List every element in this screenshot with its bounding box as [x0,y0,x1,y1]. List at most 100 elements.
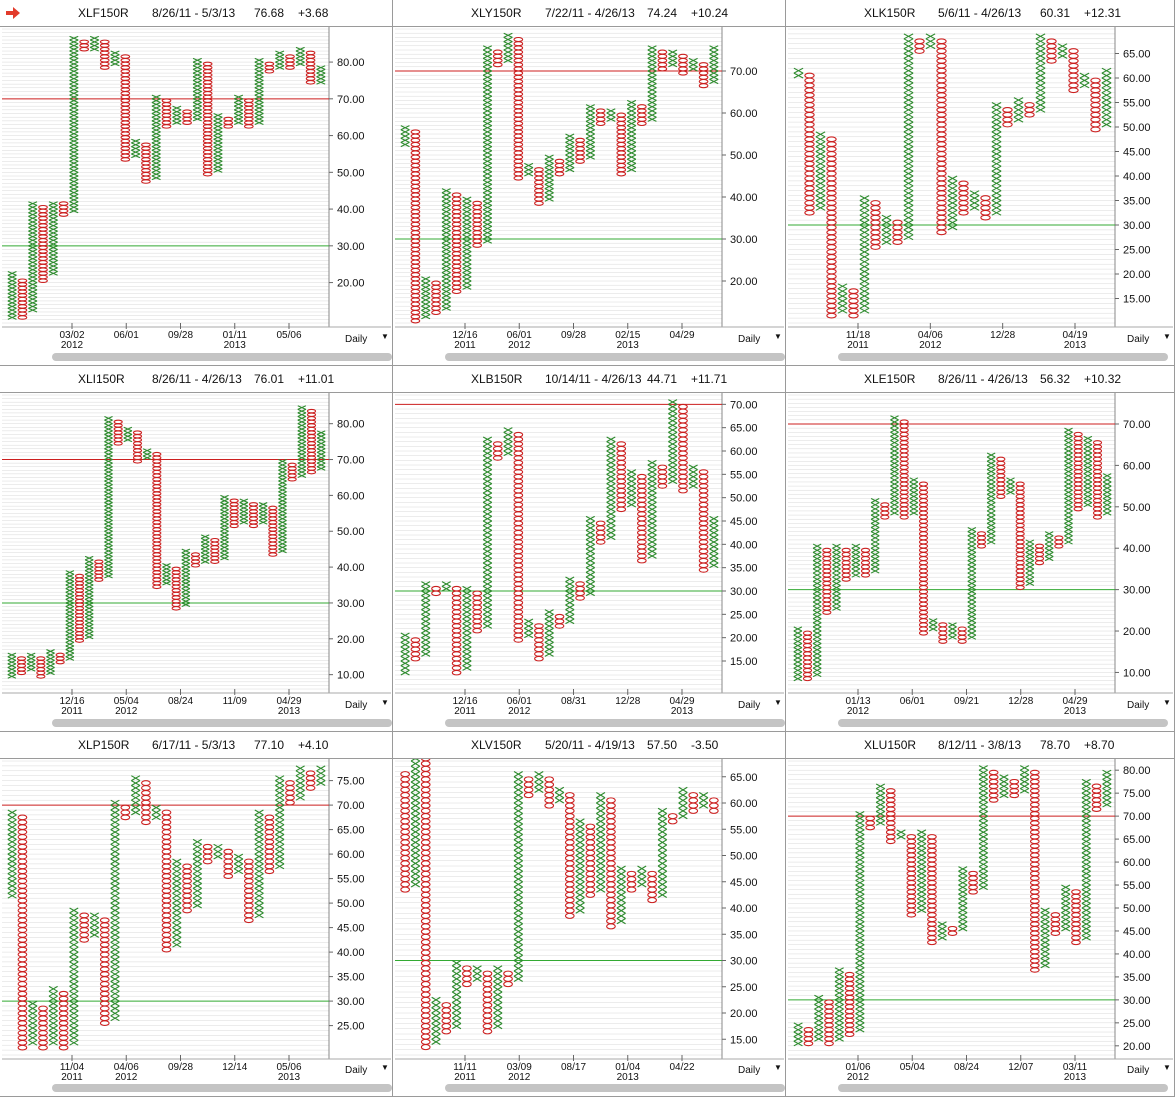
o-mark [678,450,688,457]
o-mark [802,651,813,657]
x-mark [859,234,870,241]
o-mark [410,238,421,244]
o-mark [120,76,131,81]
o-mark [918,593,929,599]
x-mark [1064,469,1073,475]
o-mark [451,585,462,592]
o-mark [606,802,616,809]
o-mark [141,799,151,806]
x-mark [482,158,493,164]
o-mark [400,855,411,862]
y-tick-label: 65.00 [730,772,758,784]
caret-down-icon[interactable]: ▼ [381,1063,389,1072]
o-mark [513,469,524,475]
o-mark [17,985,28,992]
x-mark [859,209,870,216]
o-mark [79,46,90,52]
interval-select[interactable]: Daily [738,1065,761,1076]
pf-chart: 10.0020.0030.0040.0050.0060.0070.0001/13… [788,393,1173,717]
o-mark [120,124,131,129]
caret-down-icon[interactable]: ▼ [1163,1063,1171,1072]
x-mark [513,907,523,914]
interval-select[interactable]: Daily [1127,334,1150,345]
horizontal-scrollbar[interactable] [445,1084,785,1092]
x-mark [421,305,431,311]
x-mark [967,593,977,599]
o-mark [120,72,131,78]
o-mark [482,991,493,998]
interval-select[interactable]: Daily [738,334,761,345]
o-column [688,792,699,814]
x-mark [275,824,285,831]
x-mark [859,229,870,236]
horizontal-scrollbar[interactable] [838,1084,1168,1092]
o-mark [305,65,316,70]
o-mark [243,902,254,909]
o-mark [826,312,837,319]
interval-select[interactable]: Daily [345,1065,368,1076]
x-mark [104,448,113,453]
x-mark [585,590,595,597]
interval-select[interactable]: Daily [738,700,761,711]
x-mark [89,39,100,45]
x-tick-label: 05/06 [276,1062,301,1073]
x-tick-label: 01/13 [845,696,870,707]
horizontal-scrollbar[interactable] [445,353,785,361]
horizontal-scrollbar[interactable] [445,719,785,727]
o-mark [1029,898,1040,904]
horizontal-scrollbar[interactable] [838,353,1168,361]
x-mark [986,510,996,516]
horizontal-scrollbar[interactable] [52,353,392,361]
caret-down-icon[interactable]: ▼ [1163,698,1171,707]
x-mark [903,48,914,54]
horizontal-scrollbar[interactable] [838,719,1168,727]
o-mark [503,975,513,982]
x-mark [991,155,1002,162]
o-mark [400,870,411,877]
o-mark [678,473,688,480]
o-column [113,419,123,446]
o-mark [575,595,585,601]
o-mark [513,146,524,152]
x-mark [69,1000,79,1007]
horizontal-scrollbar[interactable] [52,1084,392,1092]
o-mark [161,814,172,821]
x-mark [295,61,305,67]
o-mark [451,196,462,202]
x-mark [513,923,523,930]
x-mark [462,641,472,648]
x-mark [65,606,75,611]
caret-down-icon[interactable]: ▼ [381,698,389,707]
caret-down-icon[interactable]: ▼ [381,332,389,341]
interval-select[interactable]: Daily [1127,1065,1150,1076]
o-mark [410,234,421,240]
x-mark [482,576,493,583]
caret-down-icon[interactable]: ▼ [1163,332,1171,341]
interval-select[interactable]: Daily [1127,700,1150,711]
x-mark [278,480,287,486]
o-mark [564,860,575,867]
o-column [606,797,616,930]
o-mark [585,881,596,888]
x-mark [65,602,75,608]
o-mark [94,563,104,568]
x-mark [1079,77,1090,84]
x-mark [524,618,534,625]
interval-select[interactable]: Daily [345,700,368,711]
x-mark [462,604,472,611]
caret-down-icon[interactable]: ▼ [774,698,782,707]
x-mark [1102,485,1112,491]
o-mark [190,555,201,561]
horizontal-scrollbar[interactable] [52,719,392,727]
o-mark [822,601,832,607]
x-mark [903,224,914,231]
o-mark [38,215,48,221]
o-mark [1029,921,1040,927]
interval-select[interactable]: Daily [345,334,368,345]
o-mark [152,537,162,543]
x-mark [812,659,822,665]
caret-down-icon[interactable]: ▼ [774,1063,782,1072]
o-mark [968,880,978,886]
x-mark [606,501,616,508]
caret-down-icon[interactable]: ▼ [774,332,782,341]
